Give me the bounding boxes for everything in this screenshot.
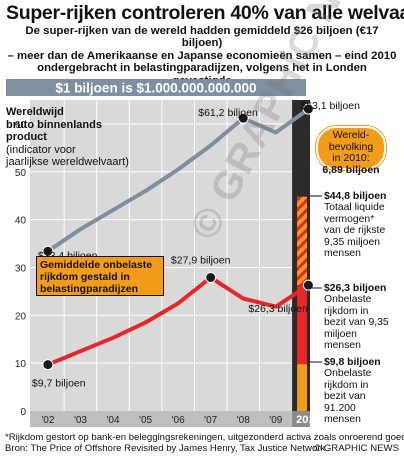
subtitle-line: – meer dan de Amerikaanse en Japanse eco…: [7, 49, 397, 62]
data-point: [42, 359, 54, 371]
stack-value: $9,8 biljoen: [324, 357, 381, 368]
population-line: Wereld-: [332, 129, 370, 141]
stack-text: mensen: [324, 340, 361, 352]
data-annotation: $26,3 biljoen: [248, 303, 308, 315]
x-tick-label: '05: [139, 415, 152, 426]
stack-value: $44,8 biljoen: [324, 191, 387, 202]
hidden-wealth-series-line: [47, 275, 310, 367]
stack-text: miljoen: [324, 328, 357, 340]
x-axis-band-2010: [292, 411, 310, 427]
stack-text: mensen: [324, 248, 361, 260]
hidden-label-line: belastingparadijzen: [40, 283, 139, 295]
y-tick-label: 50: [15, 168, 27, 179]
x-tick-label: '04: [106, 415, 119, 426]
y-tick-label: 0: [20, 407, 26, 418]
gdp-label-line: Wereldwijd: [6, 106, 64, 118]
data-point: [205, 272, 217, 284]
y-tick-label: 40: [15, 216, 27, 227]
y-tick-label: 10: [15, 359, 27, 370]
stack-label-middle: $26,3 biljoen Onbelaste rijkdom in bezit…: [324, 283, 389, 351]
gdp-label-line: product: [6, 131, 47, 143]
stack-text: 91.200: [324, 402, 356, 414]
x-tick-label: '06: [172, 415, 185, 426]
stack-text: Onbelaste: [324, 294, 372, 306]
x-tick-label: '02: [41, 415, 54, 426]
y-tick-label: 20: [15, 311, 27, 322]
hidden-label-line: rijkdom gestald in: [40, 271, 130, 283]
data-point: [302, 279, 314, 291]
x-tick-label: '08: [237, 415, 250, 426]
stack-text: van de rijkste: [324, 225, 386, 237]
scale-banner: [6, 79, 306, 96]
stack-text: bezit van: [324, 391, 366, 403]
population-value: 6,89 biljoen: [322, 163, 380, 176]
hidden-wealth-series-label: Gemiddelde onbelaste rijkdom gestald in …: [36, 256, 164, 296]
stack-text: bezit van 9,35: [324, 317, 389, 329]
gdp-label-line: (indicator voor: [6, 143, 76, 156]
population-callout: Wereld- bevolking in 2010: 6,89 biljoen: [316, 126, 386, 175]
data-annotation: $27,9 biljoen: [171, 255, 231, 267]
plot-background: [30, 100, 310, 411]
stack-label-bottom: $9,8 biljoen Onbelaste rijkdom in bezit …: [324, 357, 381, 425]
stacked-bar-segment: [297, 285, 307, 365]
y-tick-label: 60: [15, 120, 27, 131]
hidden-label-line: Gemiddelde onbelaste: [40, 259, 153, 271]
stacked-bar-segment: [297, 364, 307, 411]
x-tick-label: '07: [204, 415, 217, 426]
population-line: in 2010:: [332, 152, 370, 164]
scale-banner-text: $1 biljoen is $1.000.000.000.000: [55, 81, 256, 96]
gdp-series-label: Wereldwijd bruto binnenlands product (in…: [6, 106, 129, 169]
x-axis-band: [30, 411, 310, 427]
stack-text: mensen: [324, 414, 361, 426]
data-annotation: $9,7 biljoen: [32, 378, 86, 390]
x-tick-label: '03: [74, 415, 87, 426]
stack-text: rijkdom in: [324, 379, 369, 391]
gdp-label-line: jaarlijkse wereldwelvaart): [6, 156, 129, 168]
data-annotation: $61,2 biljoen: [198, 107, 258, 119]
data-annotation: $63,1 biljoen: [300, 100, 360, 112]
stacked-bar-segment: [297, 196, 307, 286]
stack-label-top: $44,8 biljoen Totaal liquide vermogen* v…: [324, 191, 386, 259]
footnote: *Rijkdom gestort op bank-en beleggingsre…: [5, 432, 404, 443]
subtitle-line: De super-rijken van de wereld hadden gem…: [25, 25, 379, 50]
gdp-series-line: [46, 107, 310, 253]
y-tick-label: 30: [15, 263, 27, 274]
population-line: bevolking: [328, 140, 374, 153]
gdp-label-line: bruto binnenlands: [6, 118, 102, 131]
stack-text: Onbelaste: [324, 368, 372, 380]
data-point: [302, 103, 314, 115]
x-tick-label: 2010: [296, 414, 320, 426]
stack-value: $26,3 biljoen: [324, 283, 387, 294]
source-note: Bron: The Price of Offshore Revisited by…: [5, 443, 326, 454]
chart-title: Super-rijken controleren 40% van alle we…: [6, 2, 404, 24]
stack-text: rijkdom in: [324, 305, 369, 317]
x-tick-label: '09: [269, 415, 282, 426]
stack-text: vermogen*: [324, 213, 375, 225]
data-point: [237, 112, 249, 124]
credit: © GRAPHIC NEWS: [314, 443, 399, 454]
stack-text: 9,35 miljoen: [324, 236, 381, 248]
stack-text: Totaal liquide: [324, 202, 385, 214]
